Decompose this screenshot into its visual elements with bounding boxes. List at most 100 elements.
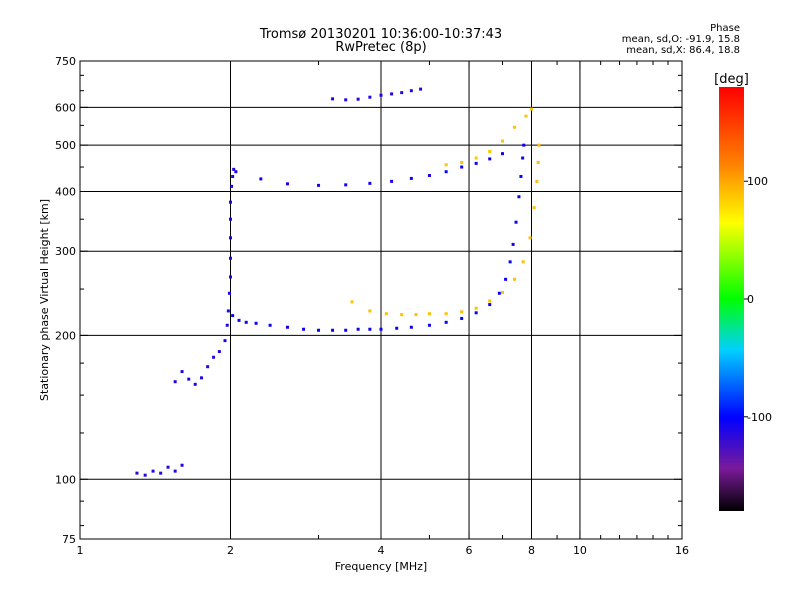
data-point-s4-3 bbox=[368, 95, 372, 99]
data-point-s0-2 bbox=[244, 320, 248, 324]
data-point-s5-16 bbox=[536, 160, 540, 164]
data-point-s0-13 bbox=[395, 326, 399, 330]
colorbar bbox=[719, 87, 744, 511]
data-point-s1-4 bbox=[229, 275, 232, 279]
data-point-s6-3 bbox=[488, 149, 492, 153]
data-point-s3-7 bbox=[173, 380, 177, 384]
data-point-s3-13 bbox=[212, 355, 216, 359]
data-point-s3-2 bbox=[151, 469, 155, 473]
data-point-s0-3 bbox=[254, 321, 258, 325]
data-point-s0-12 bbox=[379, 327, 383, 331]
data-point-s0-21 bbox=[504, 277, 508, 281]
data-point-s1-1 bbox=[225, 323, 229, 327]
data-point-s2-3 bbox=[317, 183, 321, 187]
data-point-s0-27 bbox=[521, 156, 525, 160]
x-axis-label: Frequency [MHz] bbox=[335, 560, 427, 573]
data-point-s4-5 bbox=[390, 92, 394, 96]
phase-stats-header: Phase bbox=[710, 23, 740, 34]
data-point-s0-10 bbox=[356, 327, 360, 331]
data-point-s6-7 bbox=[530, 107, 533, 111]
data-point-s6-2 bbox=[474, 156, 478, 160]
y-tick-label: 600 bbox=[55, 101, 76, 114]
x-tick-label: 8 bbox=[528, 544, 535, 557]
data-point-s1-7 bbox=[229, 217, 232, 221]
data-point-s0-5 bbox=[285, 325, 289, 329]
data-point-s4-6 bbox=[400, 91, 404, 95]
data-point-s0-0 bbox=[231, 314, 235, 318]
data-point-s1-5 bbox=[229, 256, 232, 260]
data-point-s0-6 bbox=[302, 327, 306, 331]
y-tick-label: 100 bbox=[55, 473, 76, 486]
data-point-s2-1 bbox=[259, 177, 263, 181]
data-point-s3-0 bbox=[135, 471, 139, 475]
data-point-s1-3 bbox=[227, 291, 231, 295]
x-tick-label: 1 bbox=[77, 544, 84, 557]
data-point-s6-1 bbox=[460, 160, 464, 164]
data-point-s3-11 bbox=[200, 376, 204, 380]
x-tick-label: 10 bbox=[573, 544, 587, 557]
chart-title: Tromsø 20130201 10:36:00-10:37:43 bbox=[259, 27, 503, 42]
data-point-s5-12 bbox=[521, 260, 525, 264]
data-point-s3-6 bbox=[180, 463, 184, 467]
data-point-s0-9 bbox=[344, 328, 348, 332]
data-point-s3-3 bbox=[159, 471, 163, 475]
data-point-s5-2 bbox=[384, 312, 388, 316]
data-point-s0-17 bbox=[460, 316, 464, 320]
data-point-s1-2 bbox=[226, 309, 230, 313]
data-point-s5-10 bbox=[501, 290, 505, 294]
data-point-s1-0 bbox=[223, 339, 227, 343]
data-point-s5-0 bbox=[350, 300, 354, 304]
data-point-s2-7 bbox=[409, 176, 413, 180]
x-tick-label: 2 bbox=[227, 544, 234, 557]
data-point-s0-14 bbox=[409, 325, 413, 329]
data-point-s0-16 bbox=[444, 320, 448, 324]
data-point-s2-0 bbox=[234, 170, 238, 174]
data-point-s5-17 bbox=[537, 143, 541, 147]
data-point-s1-8 bbox=[229, 200, 232, 204]
data-point-s5-14 bbox=[532, 206, 536, 210]
data-point-s5-9 bbox=[488, 299, 492, 303]
data-point-s0-26 bbox=[519, 174, 523, 178]
data-point-s0-4 bbox=[268, 323, 272, 327]
data-point-s5-3 bbox=[400, 313, 404, 317]
data-point-s5-7 bbox=[460, 310, 464, 314]
data-point-s2-12 bbox=[488, 157, 492, 161]
data-point-s6-6 bbox=[524, 114, 528, 118]
data-point-s0-8 bbox=[331, 328, 335, 332]
data-point-s3-14 bbox=[217, 350, 221, 354]
data-point-s4-0 bbox=[331, 97, 335, 101]
y-tick-label: 750 bbox=[55, 55, 76, 68]
data-point-s2-4 bbox=[344, 183, 348, 187]
phase-stats-x: mean, sd,X: 86.4, 18.8 bbox=[626, 45, 740, 56]
colorbar-tick-label: 0 bbox=[747, 293, 754, 306]
data-point-s4-8 bbox=[419, 87, 423, 91]
data-point-s5-11 bbox=[513, 277, 517, 281]
data-point-s5-5 bbox=[427, 312, 431, 316]
y-axis-label: Stationary phase Virtual Height [km] bbox=[38, 199, 51, 401]
x-tick-label: 6 bbox=[466, 544, 473, 557]
data-point-s3-9 bbox=[187, 377, 191, 381]
data-point-s2-9 bbox=[444, 170, 448, 174]
y-tick-label: 300 bbox=[55, 245, 76, 258]
y-tick-label: 200 bbox=[55, 329, 76, 342]
data-point-s0-15 bbox=[427, 323, 431, 327]
data-point-s3-12 bbox=[206, 365, 210, 369]
data-point-s1-6 bbox=[229, 236, 232, 240]
data-point-s6-5 bbox=[513, 125, 517, 129]
data-point-s2-13 bbox=[501, 152, 505, 156]
x-tick-label: 16 bbox=[675, 544, 689, 557]
data-point-s2-5 bbox=[368, 181, 372, 185]
data-point-s3-8 bbox=[180, 370, 184, 374]
data-point-s3-4 bbox=[166, 465, 170, 469]
colorbar-tick-label: 100 bbox=[747, 175, 768, 188]
data-point-s5-15 bbox=[535, 179, 539, 183]
data-point-s1-10 bbox=[231, 174, 235, 178]
data-point-s4-1 bbox=[344, 98, 348, 102]
data-point-s0-11 bbox=[368, 327, 372, 331]
phase-stats-o: mean, sd,O: -91.9, 15.8 bbox=[621, 34, 740, 45]
data-point-s5-1 bbox=[368, 309, 372, 313]
data-point-s5-6 bbox=[444, 312, 448, 316]
data-point-s0-25 bbox=[517, 195, 521, 199]
data-point-s2-2 bbox=[285, 182, 289, 186]
y-tick-label: 400 bbox=[55, 185, 76, 198]
